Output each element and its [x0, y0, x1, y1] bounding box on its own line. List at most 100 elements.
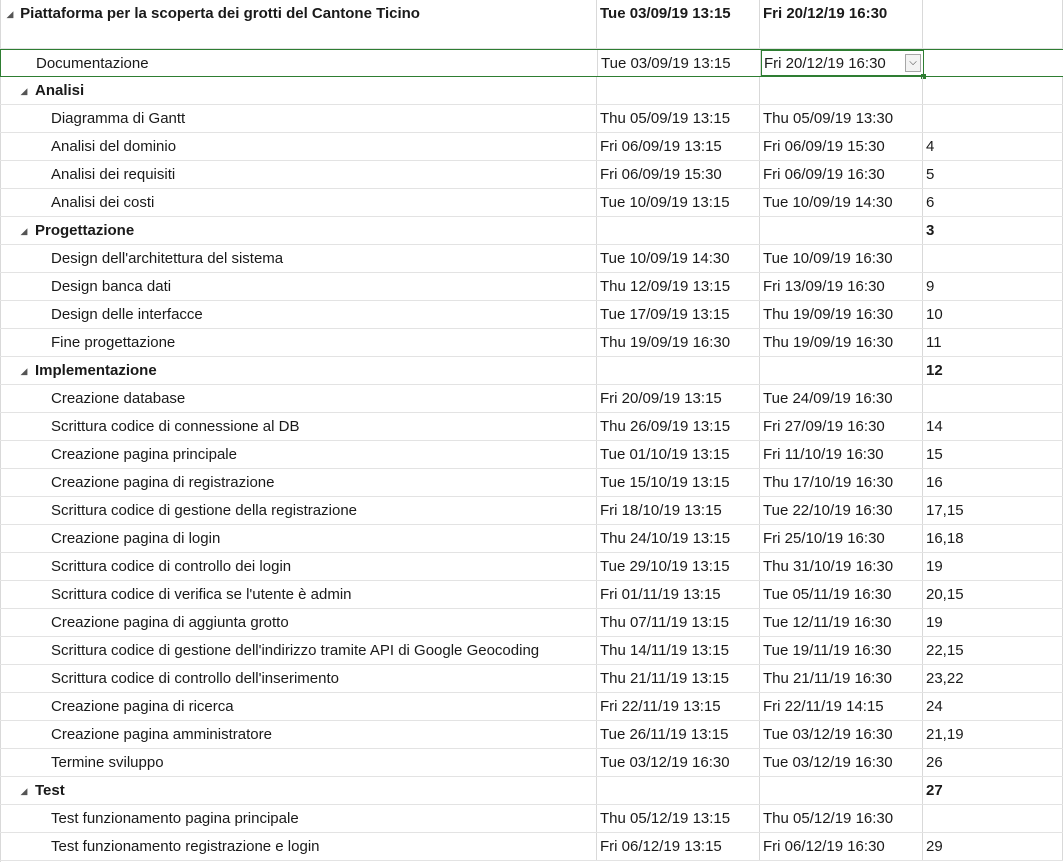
task-start-cell[interactable] — [597, 357, 760, 384]
task-row[interactable]: Creazione database Fri 20/09/19 13:15 Tue … — [0, 385, 1063, 413]
task-row[interactable]: Documentazione Tue 03/09/19 13:15 Fri 20/1… — [0, 49, 1063, 79]
task-finish-cell[interactable]: Thu 31/10/19 16:30 — [760, 553, 923, 580]
task-start-cell[interactable] — [597, 217, 760, 244]
task-start-cell[interactable]: Thu 05/12/19 13:15 — [597, 805, 760, 832]
summary-task-row[interactable]: ◢ Implementazione 12 — [0, 357, 1063, 385]
task-name-cell[interactable]: Test funzionamento pagina principale — [0, 805, 597, 832]
task-name-cell[interactable]: Analisi dei requisiti — [0, 161, 597, 188]
task-row[interactable]: Design delle interfacce Tue 17/09/19 13:1… — [0, 301, 1063, 329]
task-name-cell[interactable]: Creazione database — [0, 385, 597, 412]
task-finish-cell[interactable]: Tue 12/11/19 16:30 — [760, 609, 923, 636]
task-row[interactable]: Scrittura codice di verifica se l'utente… — [0, 581, 1063, 609]
project-finish-cell[interactable]: Fri 20/12/19 16:30 — [760, 0, 923, 48]
task-finish-cell[interactable] — [760, 77, 923, 104]
task-name-cell[interactable]: Scrittura codice di gestione della regis… — [0, 497, 597, 524]
task-predecessors-cell[interactable]: 10 — [923, 301, 1063, 328]
task-start-cell[interactable]: Thu 21/11/19 13:15 — [597, 665, 760, 692]
task-name-cell[interactable]: Analisi dei costi — [0, 189, 597, 216]
task-name-cell[interactable]: Analisi del dominio — [0, 133, 597, 160]
task-finish-cell[interactable]: Tue 22/10/19 16:30 — [760, 497, 923, 524]
task-row[interactable]: Scrittura codice di controllo dei login T… — [0, 553, 1063, 581]
task-predecessors-cell[interactable] — [923, 105, 1063, 132]
task-predecessors-cell[interactable] — [923, 805, 1063, 832]
task-row[interactable]: Analisi del dominio Fri 06/09/19 13:15 Fri… — [0, 133, 1063, 161]
task-predecessors-cell[interactable]: 24 — [923, 693, 1063, 720]
task-start-cell[interactable]: Tue 01/10/19 13:15 — [597, 441, 760, 468]
task-predecessors-cell[interactable]: 15 — [923, 441, 1063, 468]
task-finish-cell[interactable] — [760, 357, 923, 384]
collapse-triangle-icon[interactable]: ◢ — [20, 86, 28, 96]
task-name-cell[interactable]: Termine sviluppo — [0, 749, 597, 776]
task-finish-cell[interactable]: Fri 06/09/19 15:30 — [760, 133, 923, 160]
task-finish-cell[interactable]: Fri 11/10/19 16:30 — [760, 441, 923, 468]
task-name-cell[interactable]: Documentazione — [1, 50, 598, 76]
task-start-cell[interactable]: Fri 06/12/19 13:15 — [597, 833, 760, 860]
task-finish-cell[interactable]: Thu 19/09/19 16:30 — [760, 301, 923, 328]
task-name-cell[interactable]: Creazione pagina di ricerca — [0, 693, 597, 720]
task-predecessors-cell[interactable]: 3 — [923, 217, 1063, 244]
task-predecessors-cell[interactable]: 23,22 — [923, 665, 1063, 692]
task-start-cell[interactable]: Fri 06/09/19 15:30 — [597, 161, 760, 188]
task-predecessors-cell[interactable]: 16,18 — [923, 525, 1063, 552]
task-finish-cell[interactable]: Fri 06/12/19 16:30 — [760, 833, 923, 860]
task-row[interactable]: Termine sviluppo Tue 03/12/19 16:30 Tue 03… — [0, 749, 1063, 777]
task-row[interactable]: Creazione pagina di registrazione Tue 15/… — [0, 469, 1063, 497]
task-predecessors-cell[interactable]: 6 — [923, 189, 1063, 216]
collapse-triangle-icon[interactable]: ◢ — [20, 366, 28, 376]
task-start-cell[interactable]: Fri 22/11/19 13:15 — [597, 693, 760, 720]
task-predecessors-cell[interactable]: 19 — [923, 553, 1063, 580]
task-name-cell[interactable]: ◢ Progettazione — [0, 217, 597, 244]
project-predecessors-cell[interactable] — [923, 0, 1063, 48]
task-row[interactable]: Creazione pagina di login Thu 24/10/19 13… — [0, 525, 1063, 553]
selection-handle[interactable] — [921, 74, 926, 79]
task-start-cell[interactable]: Thu 12/09/19 13:15 — [597, 273, 760, 300]
task-predecessors-cell[interactable]: 9 — [923, 273, 1063, 300]
task-predecessors-cell[interactable]: 4 — [923, 133, 1063, 160]
task-predecessors-cell[interactable]: 17,15 — [923, 497, 1063, 524]
task-predecessors-cell[interactable]: 5 — [923, 161, 1063, 188]
task-row[interactable]: Test funzionamento registrazione e login… — [0, 833, 1063, 861]
project-start-cell[interactable]: Tue 03/09/19 13:15 — [597, 0, 760, 48]
task-name-cell[interactable]: Design dell'architettura del sistema — [0, 245, 597, 272]
task-row[interactable]: Creazione pagina di ricerca Fri 22/11/19 … — [0, 693, 1063, 721]
task-finish-cell[interactable]: Fri 22/11/19 14:15 — [760, 693, 923, 720]
task-name-cell[interactable]: ◢ Test — [0, 777, 597, 804]
task-start-cell[interactable] — [597, 77, 760, 104]
task-finish-cell[interactable]: Fri 27/09/19 16:30 — [760, 413, 923, 440]
task-row[interactable]: Test funzionamento pagina principale Thu … — [0, 805, 1063, 833]
task-finish-cell[interactable]: Tue 10/09/19 16:30 — [760, 245, 923, 272]
task-predecessors-cell[interactable]: 19 — [923, 609, 1063, 636]
project-name-cell[interactable]: ◢ Piattaforma per la scoperta dei grotti… — [0, 0, 597, 48]
task-finish-cell[interactable] — [760, 777, 923, 804]
task-name-cell[interactable]: Scrittura codice di controllo dell'inser… — [0, 665, 597, 692]
task-start-cell[interactable]: Tue 17/09/19 13:15 — [597, 301, 760, 328]
task-name-cell[interactable]: Creazione pagina di registrazione — [0, 469, 597, 496]
task-predecessors-cell[interactable]: 22,15 — [923, 637, 1063, 664]
task-finish-cell[interactable]: Tue 05/11/19 16:30 — [760, 581, 923, 608]
task-finish-cell[interactable]: Thu 19/09/19 16:30 — [760, 329, 923, 356]
task-start-cell[interactable]: Tue 10/09/19 14:30 — [597, 245, 760, 272]
task-finish-cell[interactable]: Tue 19/11/19 16:30 — [760, 637, 923, 664]
task-start-cell[interactable]: Tue 03/09/19 13:15 — [598, 50, 761, 76]
task-predecessors-cell[interactable]: 27 — [923, 777, 1063, 804]
task-start-cell[interactable]: Fri 06/09/19 13:15 — [597, 133, 760, 160]
task-name-cell[interactable]: Creazione pagina di login — [0, 525, 597, 552]
task-start-cell[interactable]: Tue 26/11/19 13:15 — [597, 721, 760, 748]
task-finish-cell[interactable]: Thu 05/12/19 16:30 — [760, 805, 923, 832]
task-predecessors-cell[interactable]: 11 — [923, 329, 1063, 356]
task-start-cell[interactable]: Tue 03/12/19 16:30 — [597, 749, 760, 776]
task-finish-cell-editing[interactable]: Fri 20/12/19 16:30 ⌵ — [761, 50, 926, 79]
task-finish-cell[interactable]: Tue 24/09/19 16:30 — [760, 385, 923, 412]
task-finish-cell[interactable]: Tue 03/12/19 16:30 — [760, 721, 923, 748]
task-predecessors-cell[interactable]: 12 — [923, 357, 1063, 384]
task-name-cell[interactable]: Fine progettazione — [0, 329, 597, 356]
summary-task-row[interactable]: ◢ Progettazione 3 — [0, 217, 1063, 245]
task-row[interactable]: Analisi dei requisiti Fri 06/09/19 15:30 F… — [0, 161, 1063, 189]
task-name-cell[interactable]: Scrittura codice di verifica se l'utente… — [0, 581, 597, 608]
task-name-cell[interactable]: Scrittura codice di controllo dei login — [0, 553, 597, 580]
task-row[interactable]: Scrittura codice di gestione della regis… — [0, 497, 1063, 525]
task-start-cell[interactable]: Thu 14/11/19 13:15 — [597, 637, 760, 664]
task-start-cell[interactable]: Thu 24/10/19 13:15 — [597, 525, 760, 552]
task-start-cell[interactable]: Thu 05/09/19 13:15 — [597, 105, 760, 132]
task-name-cell[interactable]: Diagramma di Gantt — [0, 105, 597, 132]
